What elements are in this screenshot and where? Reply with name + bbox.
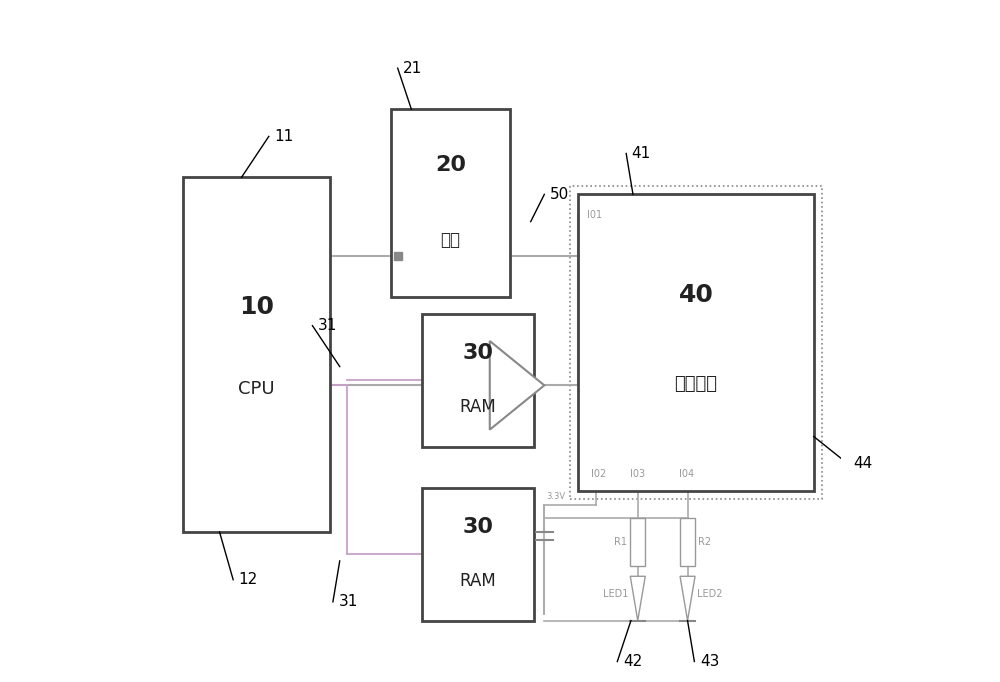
- Text: 43: 43: [700, 654, 719, 669]
- Bar: [183, 177, 330, 532]
- Bar: [391, 109, 510, 297]
- Text: 3.3V: 3.3V: [546, 492, 566, 501]
- Text: I02: I02: [591, 469, 606, 479]
- Text: RAM: RAM: [459, 398, 496, 417]
- Text: 30: 30: [462, 517, 493, 537]
- Text: 42: 42: [623, 654, 642, 669]
- Polygon shape: [630, 576, 645, 621]
- Text: I04: I04: [679, 469, 694, 479]
- Text: 31: 31: [338, 595, 358, 609]
- Text: 监测单元: 监测单元: [675, 374, 718, 393]
- Text: R2: R2: [698, 537, 711, 547]
- Text: 闪存: 闪存: [441, 231, 461, 250]
- Text: LED1: LED1: [603, 589, 628, 599]
- Text: 31: 31: [318, 318, 337, 333]
- Bar: [630, 518, 645, 566]
- Bar: [578, 194, 814, 491]
- Text: I01: I01: [587, 210, 602, 220]
- Text: 12: 12: [239, 572, 258, 587]
- Polygon shape: [680, 576, 695, 621]
- Bar: [570, 186, 822, 499]
- Text: 21: 21: [403, 61, 422, 76]
- Bar: [680, 518, 695, 566]
- Text: 20: 20: [435, 155, 466, 175]
- Text: 50: 50: [550, 187, 569, 202]
- Text: 10: 10: [239, 295, 274, 319]
- Text: I03: I03: [630, 469, 645, 479]
- Text: 30: 30: [462, 343, 493, 363]
- Text: LED2: LED2: [697, 589, 723, 599]
- Text: 44: 44: [853, 456, 873, 471]
- Bar: [422, 488, 534, 621]
- Polygon shape: [490, 341, 544, 430]
- Text: 11: 11: [274, 129, 294, 144]
- Text: R1: R1: [614, 537, 627, 547]
- Text: CPU: CPU: [238, 380, 274, 398]
- Bar: [422, 314, 534, 447]
- Bar: [394, 252, 402, 260]
- Text: 41: 41: [632, 146, 651, 161]
- Text: 40: 40: [679, 283, 714, 307]
- Text: RAM: RAM: [459, 572, 496, 591]
